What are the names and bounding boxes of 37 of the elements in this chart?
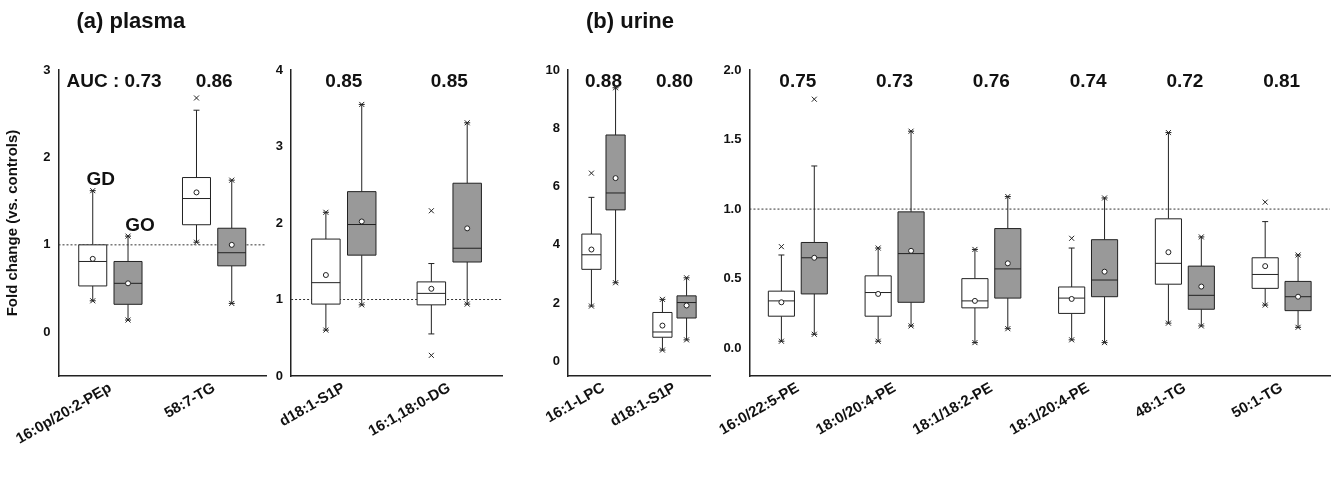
y-tick-label: 4	[552, 236, 561, 252]
y-tick-label: 8	[552, 119, 560, 135]
y-tick-label: 1	[43, 236, 51, 252]
y-tick-label: 6	[552, 178, 560, 194]
y-tick-label: 2	[552, 294, 560, 310]
annotation: 0.88	[585, 70, 622, 92]
text: GD	[86, 168, 115, 190]
annotation: 0.80	[656, 70, 693, 92]
chart-title: (a) plasma	[76, 8, 187, 34]
annotation: 0.74	[1069, 70, 1108, 92]
y-tick-label: 2	[275, 214, 284, 230]
y-tick-label: 10	[545, 61, 560, 77]
y-tick-label: 2	[43, 149, 51, 165]
annotation: 0.72	[1166, 70, 1204, 92]
y-tick-label: 0.5	[723, 270, 742, 286]
annotation: AUC : 0.73	[66, 70, 162, 92]
y-tick-label: 1.5	[723, 131, 742, 147]
series-label: GO	[125, 213, 155, 235]
y-tick-label: 0	[552, 353, 560, 369]
annotation: 0.76	[972, 70, 1010, 92]
annotation: 0.85	[430, 70, 469, 92]
y-tick-label: 0.0	[723, 339, 742, 355]
y-tick-label: 0	[43, 323, 51, 339]
y-tick-label: 3	[275, 138, 284, 154]
annotation: 0.86	[195, 70, 233, 92]
y-tick-label: 1	[275, 291, 284, 307]
annotation: 0.85	[325, 70, 363, 92]
y-tick-label: 0	[275, 367, 284, 383]
annotation: 0.81	[1263, 70, 1301, 92]
annotation: 0.73	[876, 70, 914, 92]
y-tick-label: 1.0	[723, 200, 742, 216]
y-axis-title: Fold change (vs. controls)	[2, 129, 20, 317]
chart-title: (b) urine	[586, 8, 674, 34]
y-tick-label: 3	[43, 61, 51, 77]
annotation: 0.75	[779, 70, 817, 92]
y-tick-label: 2.0	[723, 61, 742, 77]
y-tick-label: 4	[275, 61, 284, 77]
